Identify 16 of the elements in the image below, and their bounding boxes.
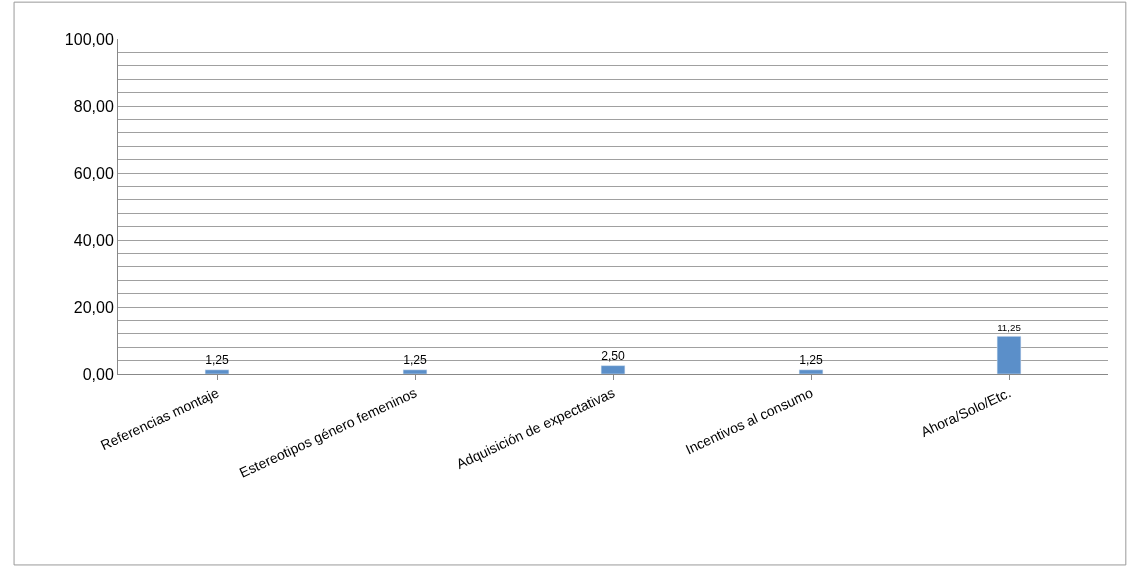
data-label: 1,25 xyxy=(403,353,428,368)
y-tick-label: 0,00 xyxy=(82,365,114,383)
data-label: 11,25 xyxy=(997,322,1022,334)
y-tick-label: 100,00 xyxy=(64,30,114,48)
y-tick-label: 20,00 xyxy=(73,298,114,316)
data-label: 1,25 xyxy=(799,353,824,368)
y-tick-label: 40,00 xyxy=(73,231,114,249)
data-label: 2,50 xyxy=(601,349,626,364)
bar xyxy=(204,369,230,374)
bar xyxy=(996,336,1022,374)
y-tick-label: 80,00 xyxy=(73,97,114,115)
bar xyxy=(600,365,626,374)
data-label: 1,25 xyxy=(205,353,230,368)
y-tick-label: 60,00 xyxy=(73,164,114,182)
bar xyxy=(798,369,824,374)
bar xyxy=(402,369,428,374)
